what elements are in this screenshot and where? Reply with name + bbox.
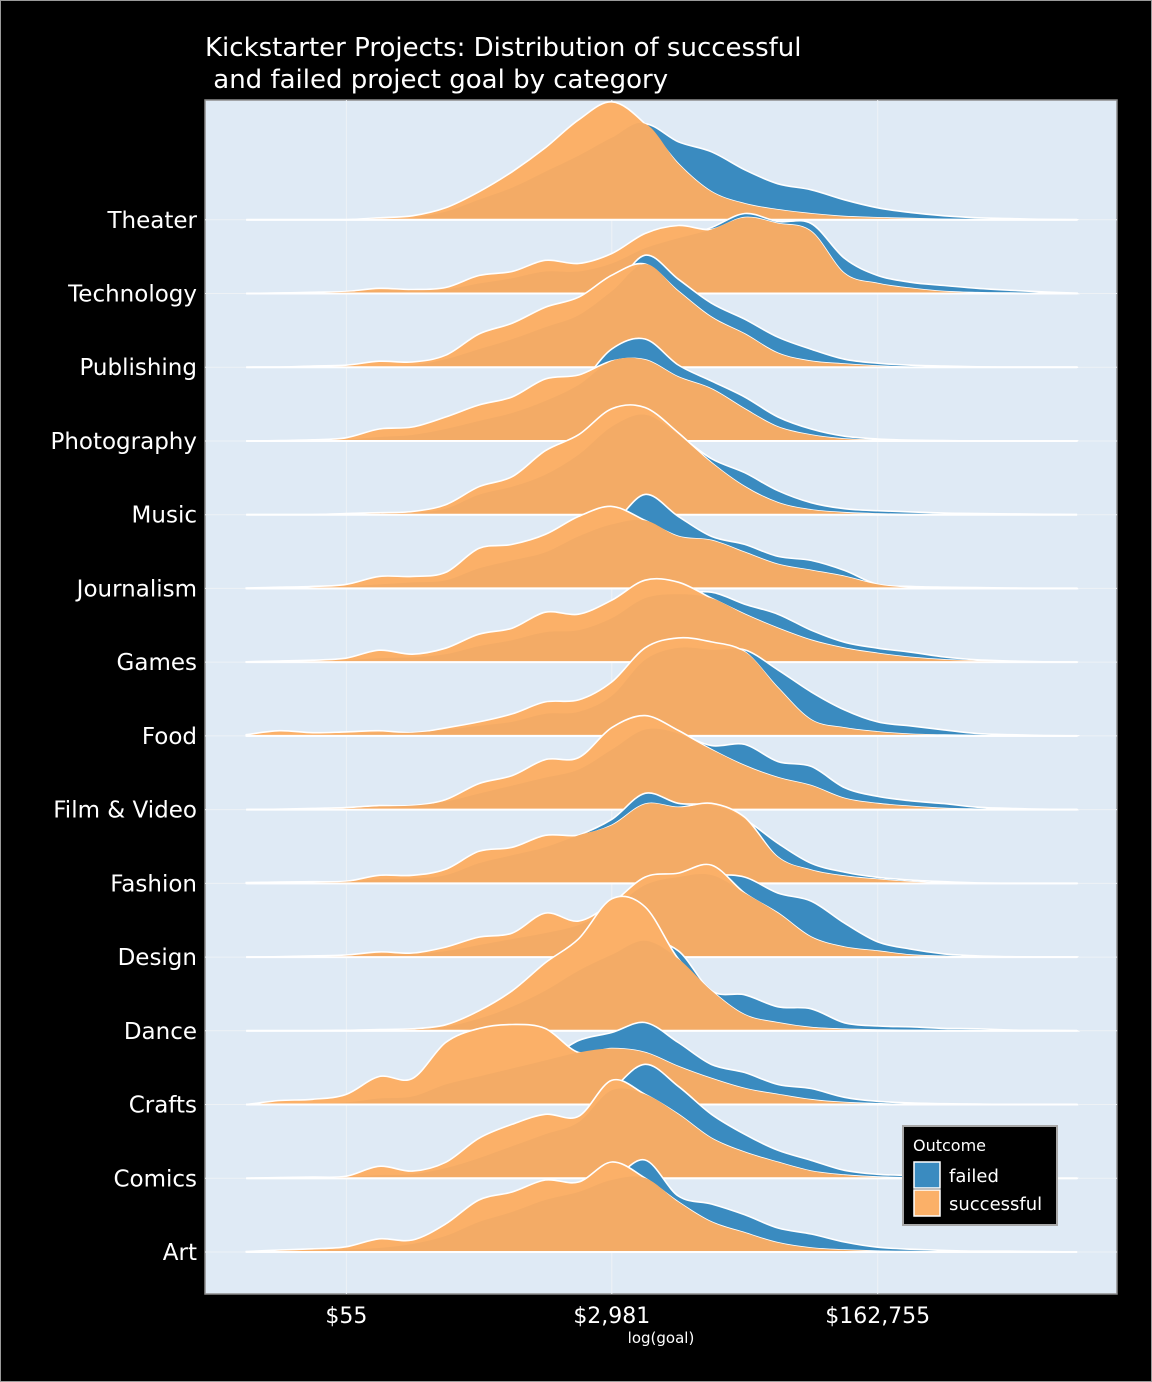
- density-overlap: [246, 519, 1078, 589]
- y-category-label: Technology: [67, 282, 197, 308]
- y-category-label: Games: [117, 650, 197, 676]
- legend-swatch-successful: [913, 1189, 941, 1217]
- legend-title: Outcome: [913, 1136, 986, 1155]
- ridge-technology: [246, 212, 1078, 295]
- ridges: [245, 100, 1080, 1253]
- y-category-label: Film & Video: [53, 798, 197, 824]
- legend: Outcome failed successful: [902, 1125, 1058, 1226]
- legend-label-failed[interactable]: failed: [949, 1166, 999, 1187]
- chart-title-line1: Kickstarter Projects: Distribution of su…: [205, 33, 802, 63]
- legend-label-successful[interactable]: successful: [949, 1194, 1042, 1215]
- x-tick-label: $162,755: [825, 1304, 930, 1329]
- ridge-art: [245, 1159, 1078, 1253]
- ridge-theater: [246, 100, 1080, 221]
- density-overlap: [246, 728, 1078, 810]
- density-overlap: [246, 1176, 1078, 1252]
- y-category-label: Art: [163, 1240, 197, 1266]
- y-category-label: Dance: [124, 1019, 197, 1045]
- x-tick-label: $2,981: [573, 1304, 650, 1329]
- density-overlap: [246, 264, 1078, 368]
- chart-title-line2: and failed project goal by category: [205, 65, 668, 95]
- density-overlap: [246, 357, 1078, 441]
- y-axis-labels: Theater Technology Publishing Photography Mu…: [50, 208, 197, 1266]
- x-axis-ticks: $55 $2,981 $162,755: [325, 1304, 930, 1329]
- density-overlap: [246, 217, 1078, 294]
- y-category-label: Fashion: [110, 871, 197, 897]
- ridge-fashion: [245, 792, 1079, 885]
- density-overlap: [246, 647, 1078, 736]
- y-category-label: Comics: [113, 1166, 197, 1192]
- density-overlap: [246, 1088, 1078, 1179]
- ridge-games: [245, 577, 1079, 664]
- y-category-label: Design: [118, 945, 197, 971]
- y-category-label: Theater: [107, 208, 198, 234]
- density-overlap: [246, 594, 1078, 663]
- density-overlap: [246, 803, 1078, 884]
- density-overlap: [246, 122, 1078, 220]
- y-category-label: Publishing: [79, 355, 197, 381]
- x-axis-label: log(goal): [628, 1329, 695, 1347]
- legend-swatch-failed: [913, 1161, 941, 1189]
- y-category-label: Crafts: [129, 1093, 197, 1119]
- y-category-label: Food: [142, 724, 197, 750]
- x-tick-label: $55: [325, 1304, 367, 1329]
- y-category-label: Photography: [50, 429, 197, 455]
- y-category-label: Music: [132, 503, 197, 529]
- y-category-label: Journalism: [75, 576, 197, 602]
- density-overlap: [246, 874, 1078, 958]
- density-overlap: [246, 940, 1078, 1031]
- density-overlap: [246, 414, 1078, 515]
